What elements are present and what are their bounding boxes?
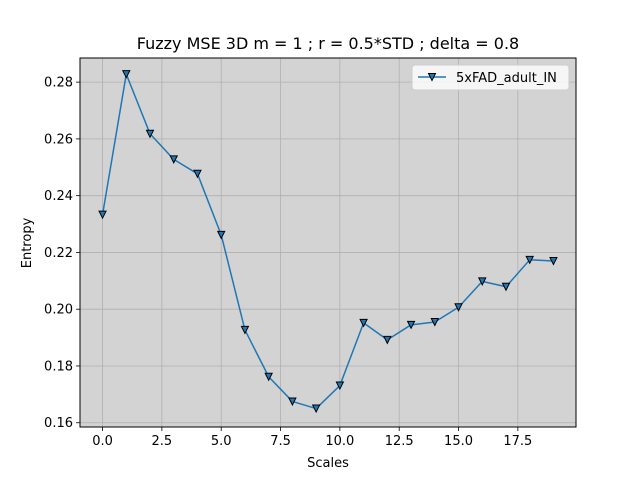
- plot-frame: [79, 57, 577, 428]
- series-layer: [98, 70, 558, 414]
- y-tick-label: 0.20: [44, 303, 73, 318]
- chart-title: Fuzzy MSE 3D m = 1 ; r = 0.5*STD ; delta…: [137, 34, 519, 53]
- x-tick-label: 12.5: [385, 434, 414, 449]
- data-point: [406, 320, 416, 330]
- y-axis-label: Entropy: [20, 217, 35, 268]
- x-tick-label: 5.0: [211, 434, 232, 449]
- series-line: [101, 73, 554, 410]
- data-point: [145, 129, 155, 139]
- data-point: [288, 397, 297, 407]
- data-point: [549, 256, 558, 266]
- data-point: [359, 318, 368, 328]
- x-tick-label: 17.5: [503, 434, 532, 449]
- data-point: [216, 230, 226, 240]
- x-tick-label: 2.5: [152, 434, 173, 449]
- x-tick-label: 0.0: [92, 434, 113, 449]
- grid: [80, 58, 576, 427]
- data-point: [383, 335, 392, 345]
- x-tick-label: 10.0: [325, 434, 354, 449]
- y-tick-label: 0.26: [44, 132, 73, 147]
- y-tick-label: 0.16: [44, 416, 73, 431]
- x-axis-label: Scales: [307, 456, 349, 471]
- x-tick-label: 7.5: [270, 434, 291, 449]
- y-tick-label: 0.22: [44, 246, 73, 261]
- data-point: [264, 372, 273, 382]
- data-point: [311, 404, 321, 414]
- y-tick-label: 0.28: [44, 76, 73, 91]
- x-tick-label: 15.0: [444, 434, 473, 449]
- legend-label: 5xFAD_adult_IN: [456, 71, 557, 86]
- legend-box: [411, 64, 570, 91]
- legend: 5xFAD_adult_IN: [411, 64, 570, 91]
- data-point: [240, 325, 250, 335]
- data-point: [477, 277, 487, 287]
- x-axis: 0.0 2.5 5.0 7.5 10.0 12.5 15.0 17.5: [92, 427, 532, 449]
- data-point: [454, 303, 463, 312]
- data-point: [98, 210, 107, 220]
- data-point: [193, 169, 202, 179]
- data-point: [430, 317, 440, 327]
- y-tick-label: 0.18: [44, 359, 73, 374]
- data-point: [525, 255, 535, 265]
- legend-marker: [427, 73, 437, 82]
- plot-background: [80, 58, 576, 427]
- data-point: [501, 282, 511, 292]
- y-axis: 0.16 0.18 0.20 0.22 0.24 0.26 0.28: [44, 76, 80, 431]
- data-point: [169, 155, 179, 164]
- data-point: [335, 381, 345, 391]
- y-tick-label: 0.24: [44, 189, 73, 204]
- data-point: [121, 70, 131, 79]
